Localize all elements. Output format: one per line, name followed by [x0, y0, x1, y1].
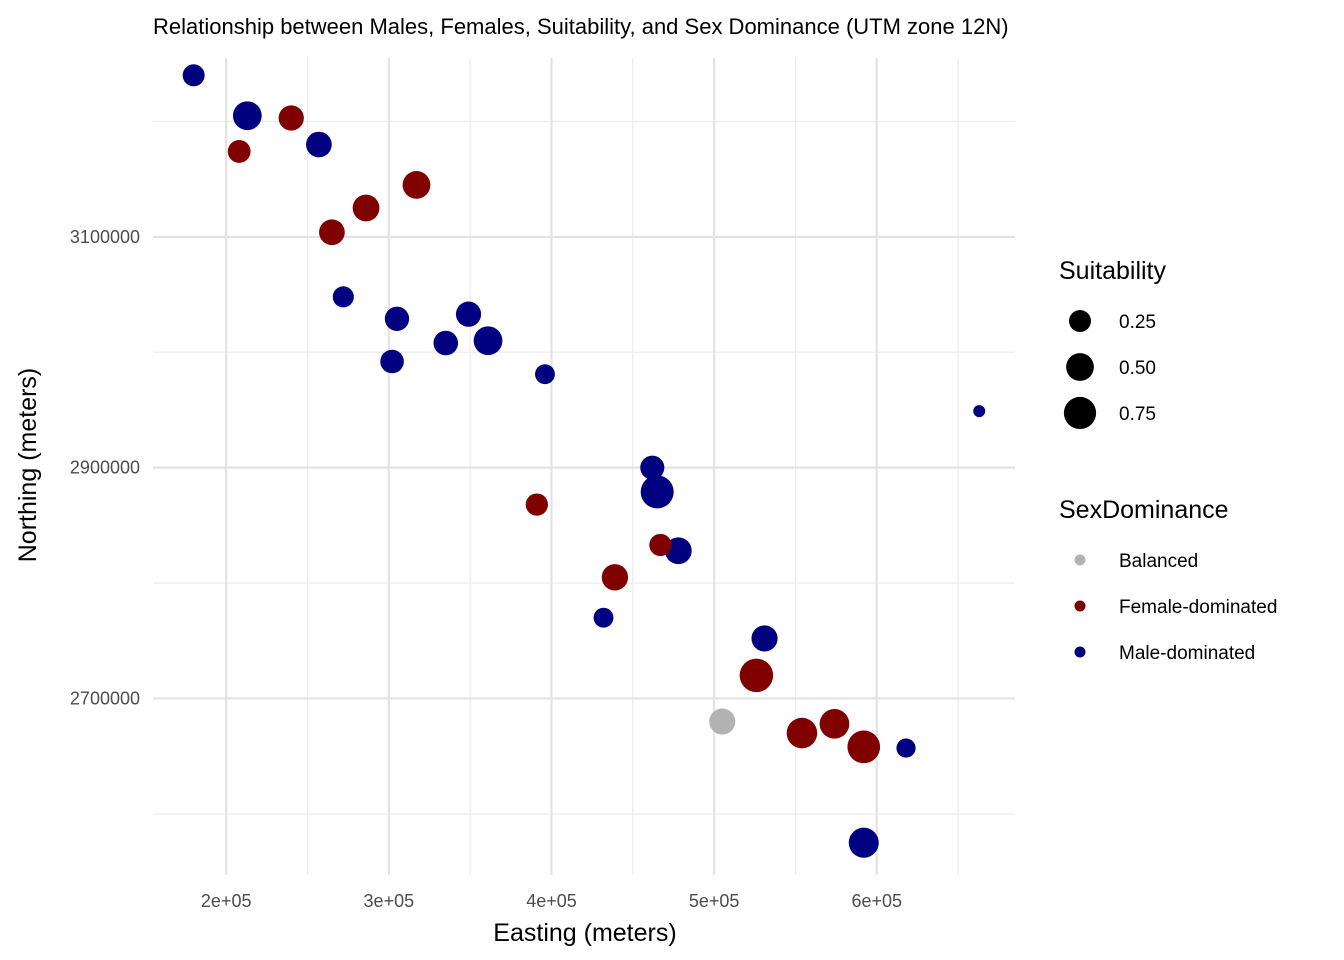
data-point	[848, 827, 879, 858]
data-point	[473, 326, 503, 356]
color-legend-key	[1074, 600, 1086, 612]
size-legend-label: 0.25	[1119, 312, 1156, 333]
color-legend-title: SexDominance	[1059, 496, 1229, 524]
y-tick-label: 3100000	[70, 227, 140, 247]
data-point	[319, 219, 345, 246]
data-point	[306, 131, 332, 158]
data-point	[182, 64, 205, 87]
y-tick-label: 2900000	[70, 458, 140, 478]
data-point	[640, 455, 665, 480]
x-tick-label: 3e+05	[364, 891, 415, 911]
data-point	[664, 537, 692, 565]
y-axis-title: Northing (meters)	[14, 368, 42, 563]
data-point	[535, 364, 555, 385]
y-axis-ticks: 2700000 2900000 3100000	[70, 227, 140, 709]
color-legend-label: Female-dominated	[1119, 597, 1277, 618]
data-point	[649, 533, 672, 557]
x-tick-label: 2e+05	[201, 891, 252, 911]
color-legend-label: Male-dominated	[1119, 643, 1255, 664]
x-tick-label: 4e+05	[526, 891, 577, 911]
data-point	[739, 658, 774, 693]
size-legend-key	[1069, 310, 1091, 332]
color-legend-label: Balanced	[1119, 551, 1198, 572]
data-point	[384, 306, 410, 331]
x-tick-label: 5e+05	[689, 891, 740, 911]
data-point	[227, 140, 251, 163]
data-point	[819, 708, 850, 739]
x-axis-ticks: 2e+05 3e+05 4e+05 5e+05 6e+05	[201, 891, 902, 911]
color-legend-key	[1074, 554, 1086, 566]
data-point	[709, 708, 736, 735]
data-points	[182, 64, 986, 858]
data-point	[973, 405, 986, 418]
data-point	[593, 607, 614, 628]
data-point	[402, 171, 431, 199]
data-point	[601, 564, 629, 591]
data-point	[525, 493, 548, 516]
data-point	[786, 717, 818, 749]
size-legend-label: 0.75	[1119, 404, 1156, 425]
chart-title: Relationship between Males, Females, Sui…	[153, 14, 1009, 39]
size-legend-key	[1066, 353, 1094, 381]
x-axis-title: Easting (meters)	[493, 919, 676, 947]
size-legend-key	[1063, 396, 1097, 430]
data-point	[332, 286, 354, 308]
color-legend-key	[1074, 646, 1086, 658]
size-legend: Suitability 0.25 0.50 0.75	[1059, 257, 1166, 430]
data-point	[751, 625, 778, 652]
data-point	[847, 730, 881, 764]
data-point	[640, 475, 674, 509]
data-point	[232, 101, 262, 131]
data-point	[380, 349, 404, 374]
data-point	[352, 194, 380, 222]
x-tick-label: 6e+05	[851, 891, 902, 911]
size-legend-title: Suitability	[1059, 257, 1166, 285]
color-legend: SexDominance Balanced Female-dominated Mal…	[1059, 496, 1277, 664]
y-tick-label: 2700000	[70, 688, 140, 708]
data-point	[455, 301, 482, 327]
size-legend-label: 0.50	[1119, 358, 1156, 379]
grid	[153, 58, 1015, 875]
data-point	[433, 330, 459, 356]
data-point	[278, 105, 304, 131]
data-point	[896, 738, 916, 758]
